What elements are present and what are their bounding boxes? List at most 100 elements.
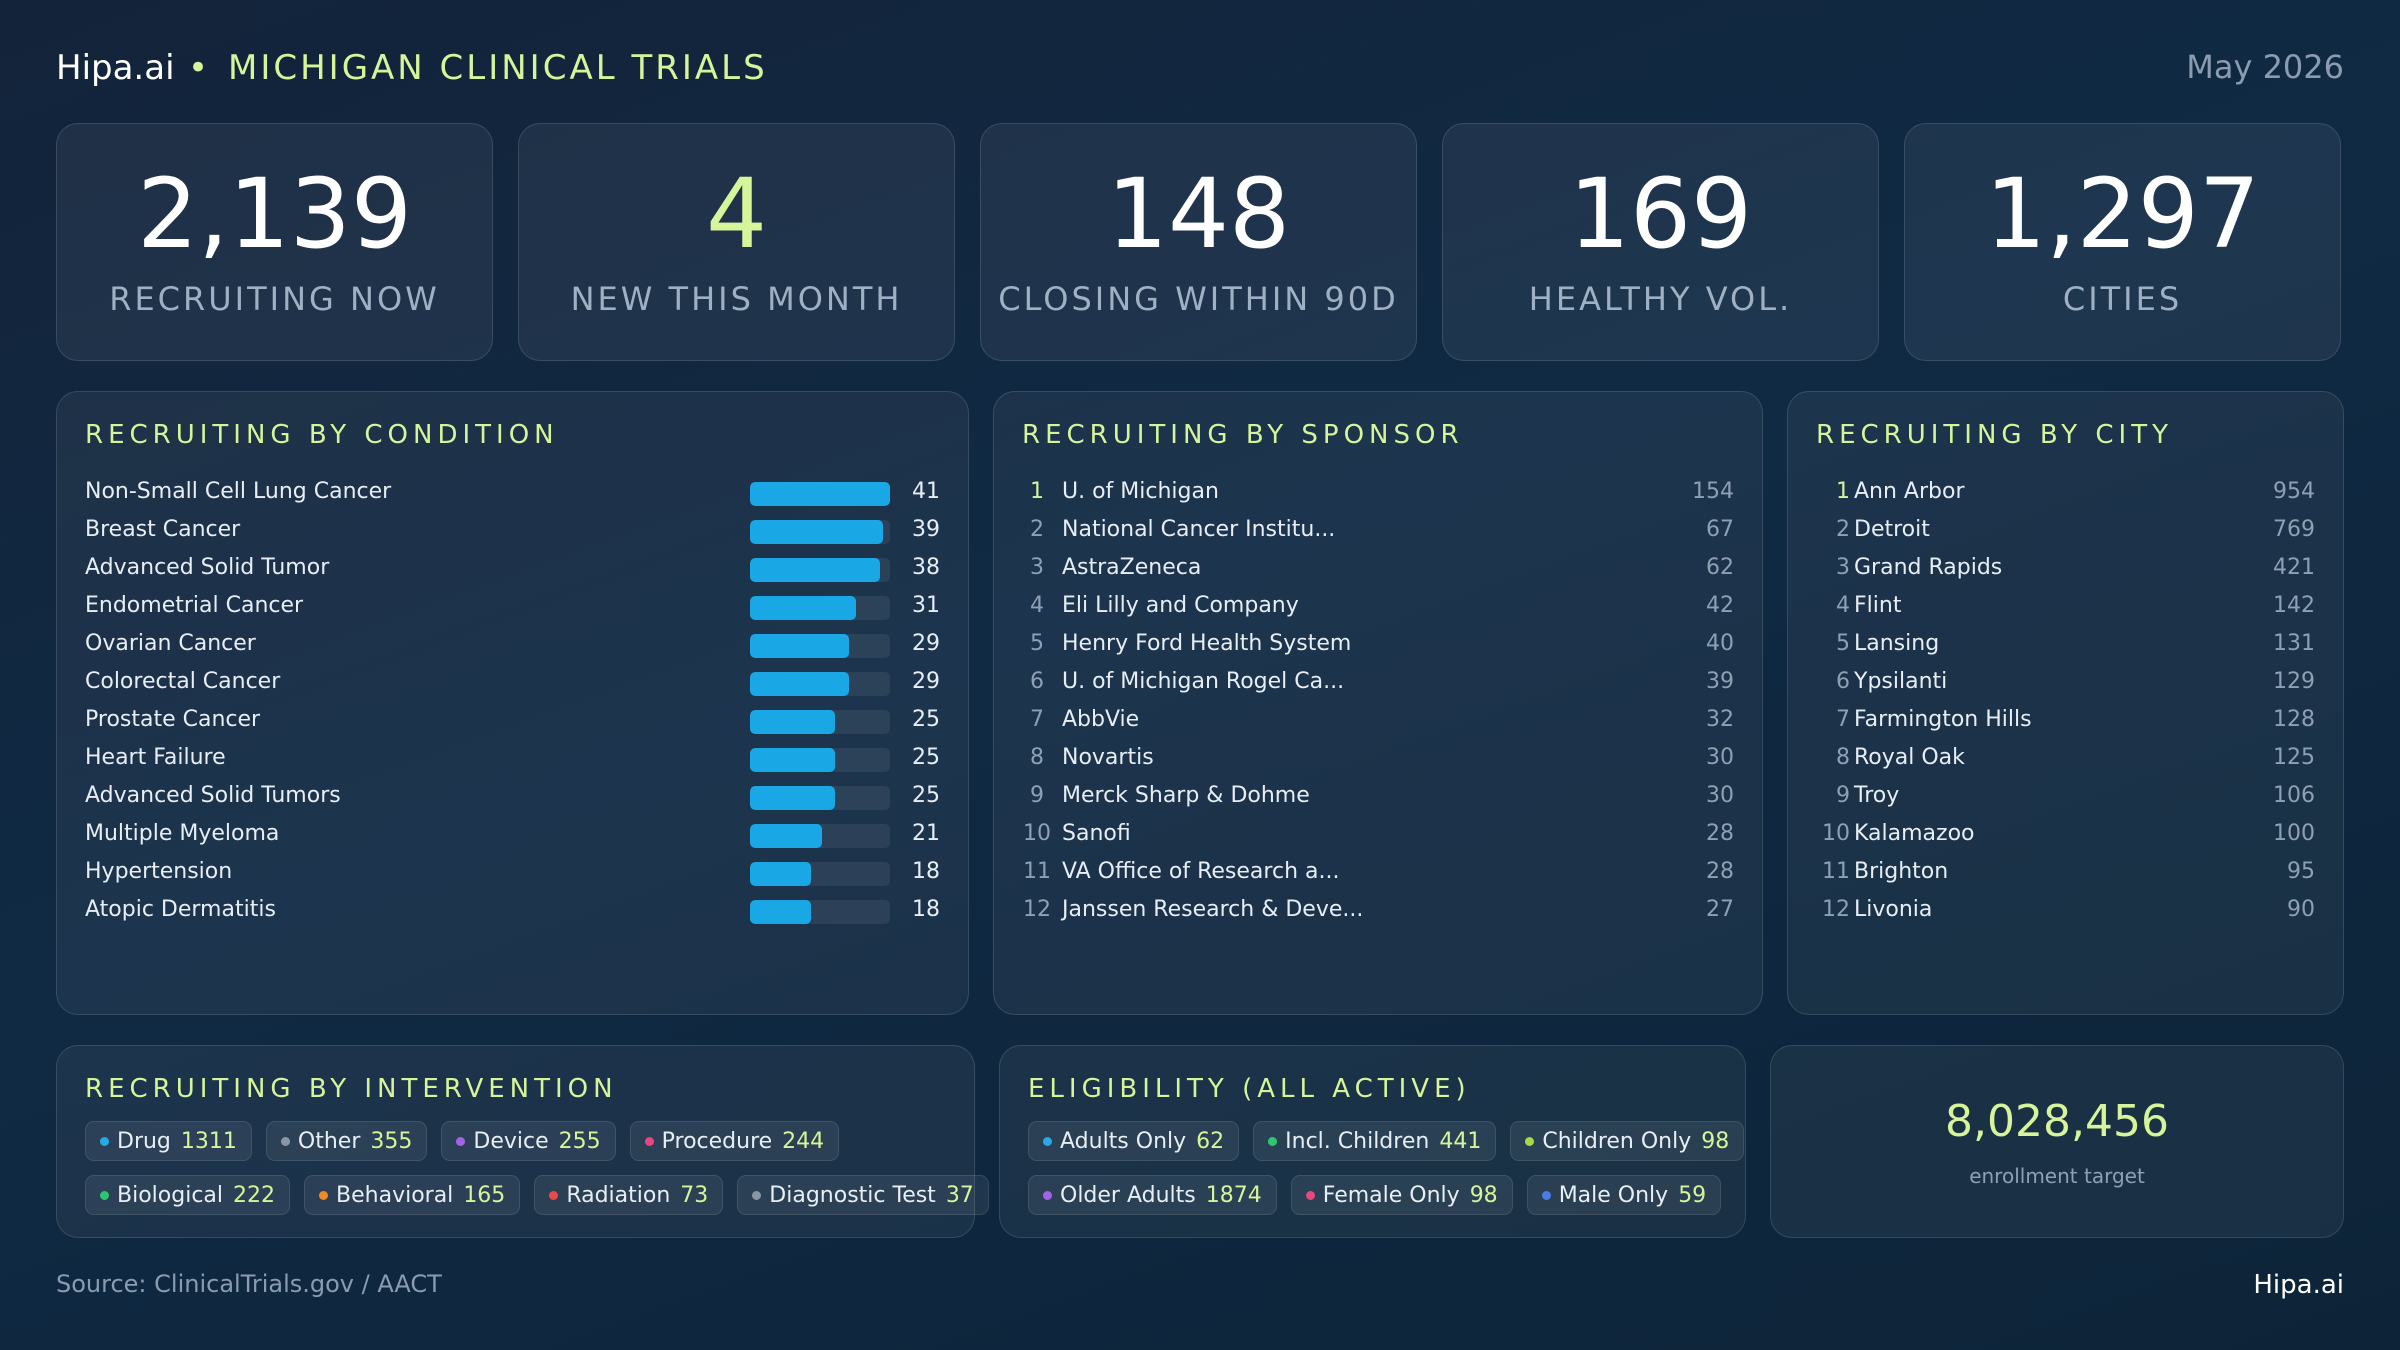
condition-name: Atopic Dermatitis (85, 897, 276, 922)
sponsor-count: 32 (1706, 707, 1734, 732)
city-name: Lansing (1854, 631, 1940, 656)
eligibility-chip: Children Only 98 (1510, 1121, 1745, 1161)
sponsor-row: 7 AbbVie 32 (1022, 703, 1734, 741)
kpi-card: 148 CLOSING WITHIN 90D (980, 123, 1417, 361)
city-name: Ann Arbor (1854, 479, 1965, 504)
condition-bar-track (750, 634, 890, 658)
city-count: 90 (2287, 897, 2315, 922)
condition-name: Multiple Myeloma (85, 821, 280, 846)
condition-count: 29 (912, 631, 940, 656)
condition-bar-track (750, 596, 890, 620)
sponsor-name: AbbVie (1062, 707, 1140, 732)
eligibility-chip-value: 62 (1196, 1128, 1225, 1154)
city-name: Farmington Hills (1854, 707, 2032, 732)
condition-bar (750, 558, 880, 582)
intervention-chip: Procedure 244 (629, 1121, 840, 1161)
sponsor-row: 11 VA Office of Research a... 28 (1022, 855, 1734, 893)
condition-bar-track (750, 824, 890, 848)
intervention-chip-value: 73 (680, 1182, 709, 1208)
intervention-chip-value: 244 (782, 1128, 825, 1154)
sponsor-row: 2 National Cancer Institu... 67 (1022, 513, 1734, 551)
city-row: 4 Flint 142 (1816, 589, 2315, 627)
sponsor-name: Merck Sharp & Dohme (1062, 783, 1310, 808)
kpi-value: 148 (1106, 158, 1291, 270)
eligibility-panel-title: ELIGIBILITY (ALL ACTIVE) (1028, 1074, 1471, 1104)
eligibility-dot-icon (1268, 1136, 1278, 1146)
kpi-card: 2,139 RECRUITING NOW (56, 123, 493, 361)
condition-count: 39 (912, 517, 940, 542)
city-count: 129 (2273, 669, 2315, 694)
condition-row: Non-Small Cell Lung Cancer 41 (85, 475, 940, 513)
condition-bar-track (750, 520, 890, 544)
kpi-value: 4 (705, 158, 768, 270)
intervention-panel: RECRUITING BY INTERVENTION Drug 1311 Other… (56, 1045, 989, 1238)
kpi-label: RECRUITING NOW (109, 280, 440, 318)
intervention-chip-label: Radiation (566, 1182, 671, 1208)
enrollment-target-value: 8,028,456 (1945, 1096, 2169, 1147)
eligibility-chip-line: Adults Only 62 Incl. Children 441 Children O… (1028, 1121, 1745, 1161)
sponsor-row: 10 Sanofi 28 (1022, 817, 1734, 855)
condition-bar (750, 786, 836, 810)
eligibility-chip-value: 441 (1439, 1128, 1482, 1154)
sponsor-panel-title: RECRUITING BY SPONSOR (1022, 420, 1464, 450)
condition-bar-track (750, 710, 890, 734)
city-row: 11 Brighton 95 (1816, 855, 2315, 893)
intervention-dot-icon (549, 1190, 559, 1200)
condition-bar-track (750, 748, 890, 772)
city-row: 10 Kalamazoo 100 (1816, 817, 2315, 855)
condition-count: 18 (912, 859, 940, 884)
sponsor-row: 6 U. of Michigan Rogel Ca... 39 (1022, 665, 1734, 703)
city-row: 9 Troy 106 (1816, 779, 2315, 817)
eligibility-chip-value: 59 (1678, 1182, 1707, 1208)
city-rank: 8 (1836, 745, 1850, 770)
condition-bar (750, 862, 812, 886)
condition-bar-track (750, 862, 890, 886)
sponsor-name: U. of Michigan Rogel Ca... (1062, 669, 1345, 694)
intervention-chip-value: 1311 (180, 1128, 237, 1154)
city-name: Troy (1854, 783, 1900, 808)
condition-bar-track (750, 900, 890, 924)
city-count: 142 (2273, 593, 2315, 618)
condition-bar-track (750, 786, 890, 810)
condition-count: 25 (912, 707, 940, 732)
condition-bar (750, 672, 850, 696)
city-row: 5 Lansing 131 (1816, 627, 2315, 665)
condition-bar-track (750, 482, 890, 506)
condition-row: Advanced Solid Tumor 38 (85, 551, 940, 589)
eligibility-chip-value: 98 (1469, 1182, 1498, 1208)
city-count: 769 (2273, 517, 2315, 542)
sponsor-name: Henry Ford Health System (1062, 631, 1352, 656)
intervention-chip: Behavioral 165 (304, 1175, 521, 1215)
intervention-chip-value: 37 (945, 1182, 974, 1208)
city-rank: 3 (1836, 555, 1850, 580)
city-panel-title: RECRUITING BY CITY (1816, 420, 2173, 450)
city-row: 1 Ann Arbor 954 (1816, 475, 2315, 513)
intervention-chip-value: 255 (558, 1128, 601, 1154)
kpi-value: 1,297 (1985, 158, 2260, 270)
sponsor-count: 28 (1706, 821, 1734, 846)
sponsor-rank: 5 (1030, 631, 1044, 656)
eligibility-chip: Female Only 98 (1290, 1175, 1513, 1215)
intervention-dot-icon (100, 1190, 109, 1200)
city-rank: 11 (1822, 859, 1850, 884)
city-rank: 9 (1836, 783, 1850, 808)
city-rank: 7 (1836, 707, 1850, 732)
city-row: 12 Livonia 90 (1816, 893, 2315, 931)
sponsor-count: 40 (1706, 631, 1734, 656)
intervention-chip-label: Other (297, 1128, 361, 1154)
sponsor-row: 1 U. of Michigan 154 (1022, 475, 1734, 513)
sponsor-name: AstraZeneca (1062, 555, 1202, 580)
condition-count: 21 (912, 821, 940, 846)
city-row: 8 Royal Oak 125 (1816, 741, 2315, 779)
sponsor-rank: 12 (1023, 897, 1051, 922)
condition-bar (750, 520, 884, 544)
intervention-chip: Other 355 (265, 1121, 428, 1161)
condition-name: Breast Cancer (85, 517, 241, 542)
city-row: 7 Farmington Hills 128 (1816, 703, 2315, 741)
city-count: 106 (2273, 783, 2315, 808)
city-panel: RECRUITING BY CITY 1 Ann Arbor 954 2 Detroit… (1787, 391, 2344, 1015)
condition-bar (750, 482, 890, 506)
sponsor-name: National Cancer Institu... (1062, 517, 1336, 542)
city-name: Grand Rapids (1854, 555, 2003, 580)
condition-bar (750, 748, 836, 772)
